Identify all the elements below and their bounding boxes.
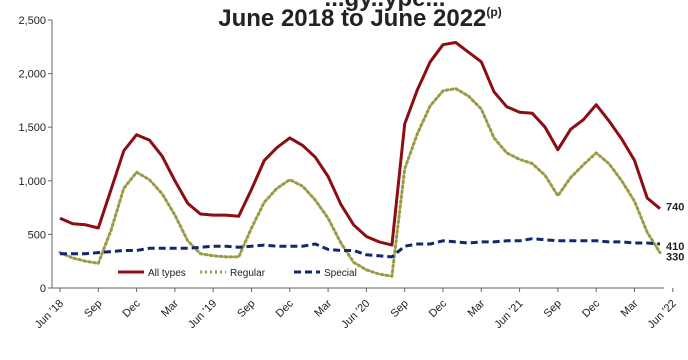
- legend-label: Regular: [230, 268, 266, 279]
- x-tick-label: Dec: [427, 297, 450, 320]
- x-tick-label: Mar: [619, 297, 641, 319]
- x-tick-label: Sep: [235, 298, 257, 320]
- series-line-special: [60, 237, 661, 259]
- x-tick-label: Jun '20: [339, 298, 372, 331]
- chart-title: June 2018 to June 2022(p): [218, 5, 501, 32]
- axes: [51, 20, 664, 289]
- x-tick-label: Sep: [82, 298, 104, 320]
- y-tick-label: 500: [28, 229, 46, 241]
- y-ticks: 0 500 1,000 1,500 2,000 2,500: [18, 15, 52, 295]
- legend-label: All types: [148, 268, 186, 279]
- x-tick-label: Jun '21: [492, 298, 525, 331]
- x-tick-label: Dec: [120, 297, 143, 320]
- end-label: 330: [666, 252, 684, 264]
- legend-label: Special: [324, 268, 357, 279]
- y-tick-label: 2,000: [18, 69, 46, 81]
- series-line-all-types: [59, 41, 661, 247]
- y-tick-label: 2,500: [18, 15, 46, 27]
- x-tick-label: Sep: [542, 298, 564, 320]
- chart-title-superscript: (p): [486, 5, 501, 19]
- y-tick-label: 0: [40, 283, 46, 295]
- y-tick-label: 1,000: [18, 176, 46, 188]
- x-tick-label: Mar: [159, 297, 181, 319]
- end-label: 740: [666, 202, 684, 214]
- chart-title-partial: ...gy..ype...: [325, 0, 446, 12]
- y-tick-label: 1,500: [18, 122, 46, 134]
- legend: All types Regular Special: [118, 268, 357, 279]
- chart-title-main: June 2018 to June 2022: [218, 5, 486, 32]
- x-tick-label: Sep: [388, 298, 410, 320]
- end-label: 410: [666, 241, 684, 253]
- x-ticks: Jun '18 Sep Dec Mar Jun '19 Sep Dec Mar Jun '20 S…: [33, 288, 679, 331]
- x-tick-label: Dec: [274, 297, 297, 320]
- x-tick-label: Jun '18: [33, 298, 66, 331]
- x-tick-label: Mar: [312, 297, 334, 319]
- series-line-regular: [58, 87, 662, 278]
- x-tick-label: Jun '19: [186, 298, 219, 331]
- series-lines: [58, 41, 662, 278]
- title-group: ...gy..ype... June 2018 to June 2022(p): [218, 0, 501, 32]
- x-tick-label: Dec: [580, 297, 603, 320]
- x-tick-label: Mar: [466, 297, 488, 319]
- x-tick-label: Jun '22: [646, 298, 679, 331]
